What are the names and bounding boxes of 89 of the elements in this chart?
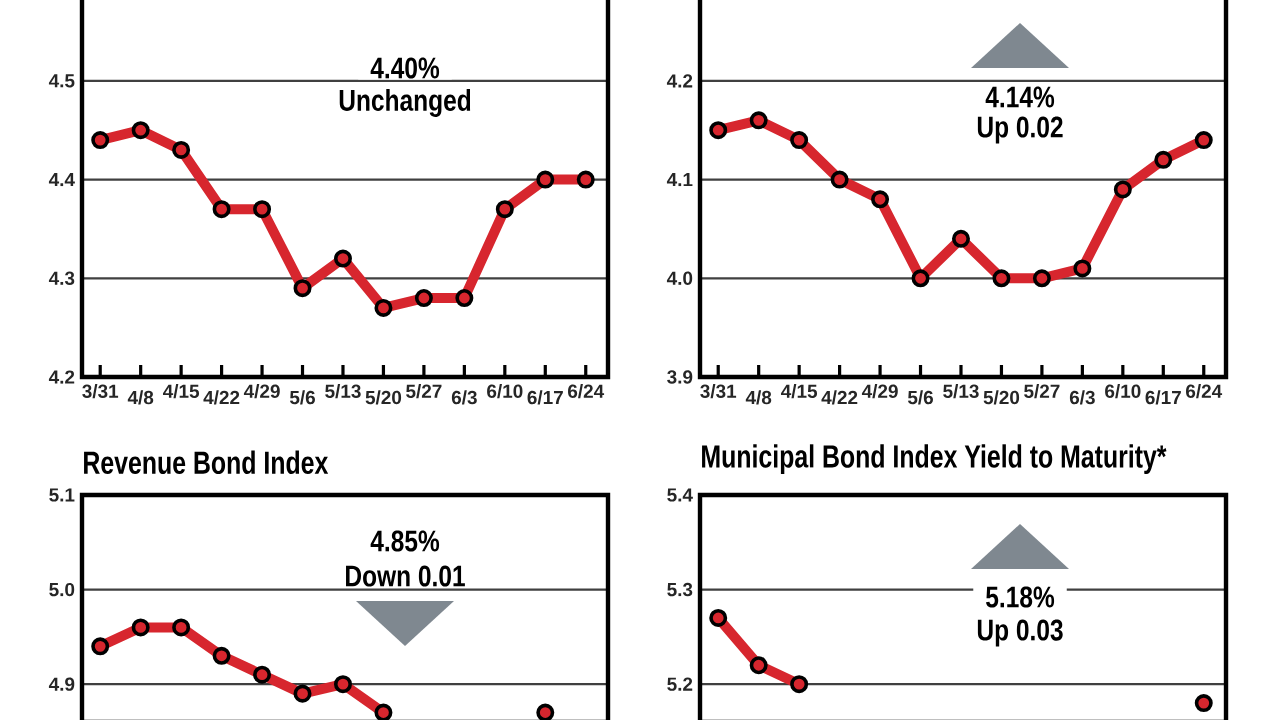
point: [871, 190, 890, 209]
annotation: Down 0.01: [346, 565, 465, 587]
y-tick-label: 4.2: [48, 370, 75, 384]
point: [1194, 131, 1213, 150]
x-tick-label: 4/8: [745, 390, 772, 405]
point: [253, 200, 272, 219]
y-tick-label: 5.0: [49, 582, 75, 597]
point: [212, 646, 231, 665]
y-tick-label: 4.4: [48, 173, 75, 187]
y-tick-label: 5.1: [49, 488, 75, 502]
point: [172, 618, 191, 637]
x-tick-label: 6/24: [568, 384, 605, 399]
y-tick-label: 4.5: [48, 74, 75, 88]
point: [131, 121, 150, 140]
point: [992, 269, 1011, 288]
x-tick-label: 6/3: [451, 390, 477, 405]
x-tick-label: 6/3: [1069, 390, 1095, 405]
point: [1073, 259, 1092, 278]
point: [951, 229, 970, 248]
y-tick-label: 3.9: [667, 370, 693, 384]
point: [790, 675, 809, 694]
chart-title: Municipal Bond Index Yield to Maturity*: [702, 444, 1167, 475]
point: [495, 200, 514, 219]
x-tick-label: 4/8: [127, 390, 154, 405]
x-tick-label: 3/31: [82, 384, 119, 399]
annotation: 4.85%: [370, 530, 440, 552]
point: [709, 121, 728, 140]
point: [172, 140, 191, 159]
point: [91, 131, 110, 150]
annotation: 5.18%: [986, 586, 1055, 608]
point: [576, 170, 595, 189]
y-tick-label: 4.9: [48, 677, 75, 691]
x-tick-label: 5/6: [289, 390, 315, 405]
point: [253, 665, 272, 684]
annotation: 4.40%: [370, 57, 440, 79]
point: [536, 703, 555, 720]
point: [374, 298, 393, 317]
x-tick-label: 5/6: [907, 390, 933, 405]
x-tick-label: 6/24: [1186, 384, 1223, 399]
x-tick-label: 3/31: [700, 384, 737, 399]
y-tick-label: 4.3: [48, 271, 75, 285]
y-tick-label: 5.4: [667, 488, 693, 502]
point: [333, 249, 352, 268]
y-tick-label: 4.2: [666, 74, 693, 88]
x-tick-label: 6/17: [527, 390, 563, 405]
point: [1194, 694, 1213, 713]
annotation: 4.14%: [985, 86, 1055, 108]
x-tick-label: 4/15: [781, 384, 818, 399]
y-tick-label: 5.2: [667, 677, 693, 691]
point: [749, 111, 768, 130]
point: [709, 608, 728, 627]
x-tick-label: 4/22: [203, 390, 240, 405]
x-tick-label: 4/15: [162, 384, 200, 399]
x-tick-label: 5/27: [406, 384, 442, 399]
point: [911, 269, 930, 288]
annotation: Unchanged: [339, 89, 471, 117]
x-tick-label: 4/22: [821, 390, 858, 405]
x-tick-label: 5/27: [1024, 384, 1060, 399]
annotation: Up 0.03: [977, 619, 1063, 647]
point: [455, 289, 474, 308]
point: [333, 675, 352, 694]
x-tick-label: 6/10: [1105, 384, 1141, 399]
point: [293, 279, 312, 298]
y-tick-label: 4.0: [666, 271, 693, 285]
point: [293, 684, 312, 703]
x-tick-label: 6/17: [1145, 390, 1181, 405]
point: [830, 170, 849, 189]
point: [131, 618, 150, 637]
x-tick-label: 5/20: [365, 390, 402, 405]
x-tick-label: 5/20: [983, 390, 1020, 405]
x-tick-label: 4/29: [243, 384, 280, 399]
y-tick-label: 4.1: [666, 173, 693, 187]
x-tick-label: 5/13: [325, 384, 361, 399]
point: [91, 637, 110, 656]
point: [1032, 269, 1051, 288]
point: [790, 131, 809, 150]
point: [1113, 180, 1132, 199]
x-tick-label: 6/10: [487, 384, 523, 399]
x-tick-label: 4/29: [861, 384, 898, 399]
chart-title: Revenue Bond Index: [84, 450, 329, 474]
annotation: Up 0.02: [977, 116, 1063, 144]
point: [374, 703, 393, 720]
point: [536, 170, 555, 189]
point: [749, 656, 768, 675]
point: [1154, 150, 1173, 169]
x-tick-label: 5/13: [943, 384, 979, 399]
point: [414, 289, 433, 308]
y-tick-label: 5.3: [667, 582, 693, 597]
point: [212, 200, 231, 219]
